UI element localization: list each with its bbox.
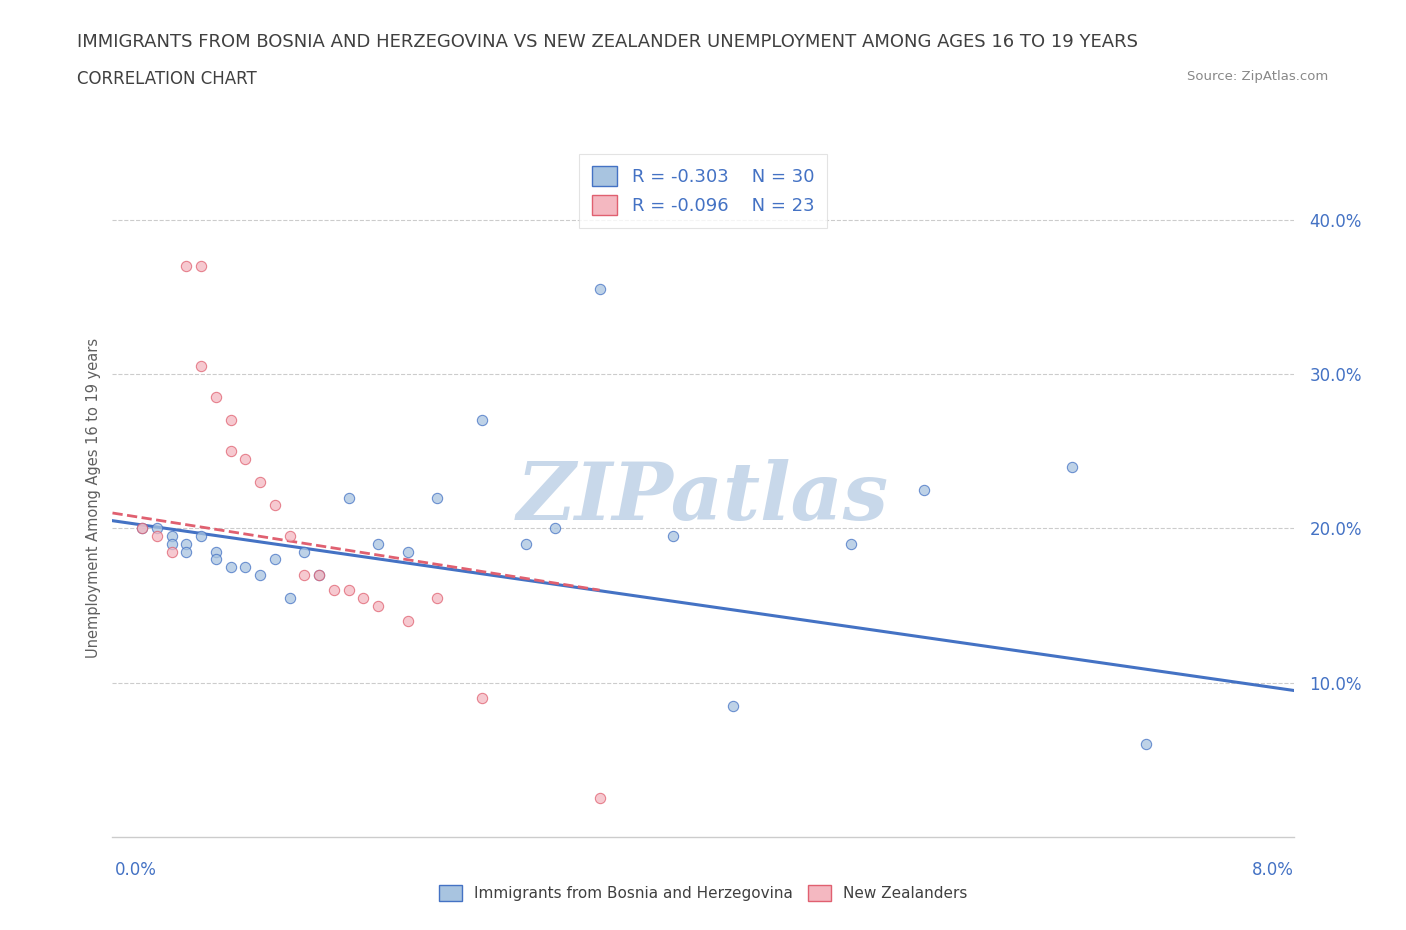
Point [721, 698, 744, 713]
Point [292, 544, 315, 559]
Text: CORRELATION CHART: CORRELATION CHART [77, 70, 257, 87]
Point [278, 591, 301, 605]
Y-axis label: Unemployment Among Ages 16 to 19 years: Unemployment Among Ages 16 to 19 years [86, 338, 101, 658]
Point [233, 560, 256, 575]
Point [205, 544, 228, 559]
Point [839, 537, 862, 551]
Text: ZIPatlas: ZIPatlas [517, 458, 889, 537]
Point [205, 551, 228, 566]
Point [190, 528, 212, 543]
Point [308, 567, 330, 582]
Point [264, 551, 287, 566]
Point [426, 591, 449, 605]
Text: 0.0%: 0.0% [115, 860, 157, 879]
Text: Source: ZipAtlas.com: Source: ZipAtlas.com [1188, 70, 1329, 83]
Point [174, 259, 197, 273]
Point [914, 483, 936, 498]
Point [174, 544, 197, 559]
Point [219, 444, 242, 458]
Point [160, 528, 183, 543]
Text: IMMIGRANTS FROM BOSNIA AND HERZEGOVINA VS NEW ZEALANDER UNEMPLOYMENT AMONG AGES : IMMIGRANTS FROM BOSNIA AND HERZEGOVINA V… [77, 33, 1139, 50]
Point [471, 413, 494, 428]
Point [367, 598, 389, 613]
Point [249, 474, 271, 489]
Point [308, 567, 330, 582]
Point [1135, 737, 1157, 751]
Point [292, 567, 315, 582]
Point [233, 452, 256, 467]
Point [352, 591, 374, 605]
Point [160, 544, 183, 559]
Point [588, 282, 610, 297]
Point [396, 544, 419, 559]
Point [588, 791, 610, 806]
Point [219, 560, 242, 575]
Point [367, 537, 389, 551]
Point [515, 537, 537, 551]
Point [662, 528, 685, 543]
Legend: R = -0.303    N = 30, R = -0.096    N = 23: R = -0.303 N = 30, R = -0.096 N = 23 [579, 153, 827, 228]
Point [337, 490, 360, 505]
Point [426, 490, 449, 505]
Point [146, 528, 169, 543]
Point [174, 537, 197, 551]
Point [471, 691, 494, 706]
Point [219, 413, 242, 428]
Point [1062, 459, 1084, 474]
Point [160, 537, 183, 551]
Point [131, 521, 153, 536]
Point [323, 583, 346, 598]
Point [190, 359, 212, 374]
Point [544, 521, 567, 536]
Text: 8.0%: 8.0% [1251, 860, 1294, 879]
Point [190, 259, 212, 273]
Point [131, 521, 153, 536]
Point [146, 521, 169, 536]
Point [205, 390, 228, 405]
Point [249, 567, 271, 582]
Point [264, 498, 287, 512]
Point [337, 583, 360, 598]
Point [396, 614, 419, 629]
Point [278, 528, 301, 543]
